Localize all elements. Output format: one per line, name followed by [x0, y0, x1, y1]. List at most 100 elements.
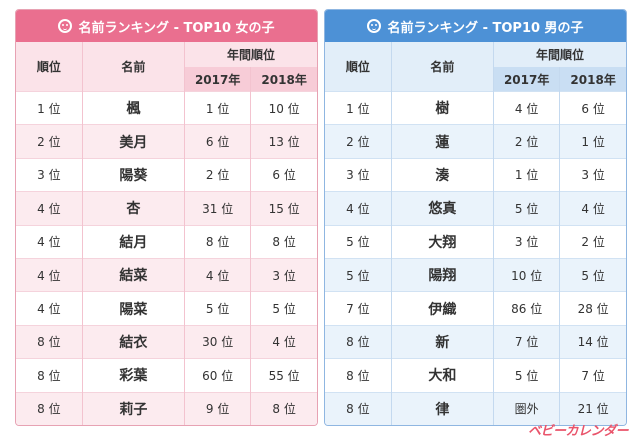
- year-2018-cell: 3 位: [250, 257, 317, 292]
- year-2017-cell: 10 位: [493, 257, 561, 292]
- girls-panel-header: 名前ランキング - TOP10 女の子: [16, 10, 317, 42]
- annual-rank-header: 年間順位: [184, 42, 317, 67]
- name-cell: 伊織: [391, 291, 495, 326]
- rank-cell: 5 位: [325, 224, 392, 259]
- year-2018-cell: 5 位: [559, 257, 626, 292]
- year-2018-cell: 55 位: [250, 358, 317, 393]
- rank-cell: 8 位: [16, 358, 83, 393]
- name-header: 名前: [391, 42, 495, 92]
- year-2017-cell: 1 位: [184, 90, 252, 125]
- name-cell: 湊: [391, 157, 495, 192]
- year-2018-header: 2018年: [559, 67, 626, 92]
- rank-cell: 1 位: [16, 90, 83, 125]
- year-2017-cell: 圏外: [493, 391, 561, 425]
- rank-cell: 4 位: [325, 191, 392, 226]
- name-cell: 彩葉: [82, 358, 186, 393]
- year-2018-cell: 28 位: [559, 291, 626, 326]
- boys-ranking-panel: 名前ランキング - TOP10 男の子 順位 名前 年間順位 2017年 201…: [324, 9, 627, 426]
- rank-cell: 8 位: [325, 358, 392, 393]
- year-2018-cell: 3 位: [559, 157, 626, 192]
- baby-face-icon: [58, 19, 73, 33]
- year-2017-cell: 2 位: [493, 124, 561, 159]
- name-cell: 結衣: [82, 324, 186, 359]
- boys-panel-header: 名前ランキング - TOP10 男の子: [325, 10, 626, 42]
- year-2018-cell: 6 位: [559, 90, 626, 125]
- year-2018-cell: 1 位: [559, 124, 626, 159]
- year-2018-cell: 2 位: [559, 224, 626, 259]
- baby-calendar-logo: ベビーカレンダー: [527, 424, 629, 439]
- year-2018-cell: 4 位: [250, 324, 317, 359]
- year-2017-cell: 6 位: [184, 124, 252, 159]
- name-cell: 陽菜: [82, 291, 186, 326]
- rank-cell: 4 位: [16, 224, 83, 259]
- table-row: 2 位美月 6 位 13 位: [16, 124, 317, 159]
- year-2018-header: 2018年: [250, 67, 317, 92]
- rank-cell: 5 位: [325, 257, 392, 292]
- year-2018-cell: 4 位: [559, 191, 626, 226]
- rank-cell: 4 位: [16, 191, 83, 226]
- girls-ranking-panel: 名前ランキング - TOP10 女の子 順位 名前 年間順位 2017年 201…: [15, 9, 318, 426]
- year-2017-cell: 9 位: [184, 391, 252, 425]
- year-2018-cell: 10 位: [250, 90, 317, 125]
- rank-cell: 1 位: [325, 90, 392, 125]
- year-2017-cell: 4 位: [184, 257, 252, 292]
- year-2018-cell: 6 位: [250, 157, 317, 192]
- name-header: 名前: [82, 42, 186, 92]
- boys-panel-title: 名前ランキング - TOP10 男の子: [387, 20, 584, 36]
- year-2017-cell: 4 位: [493, 90, 561, 125]
- name-cell: 律: [391, 391, 495, 425]
- rank-cell: 2 位: [325, 124, 392, 159]
- year-2017-cell: 5 位: [493, 358, 561, 393]
- table-row: 8 位彩葉 60 位 55 位: [16, 358, 317, 393]
- year-2017-cell: 5 位: [184, 291, 252, 326]
- rank-cell: 4 位: [16, 291, 83, 326]
- rank-cell: 8 位: [325, 391, 392, 425]
- rank-cell: 8 位: [16, 324, 83, 359]
- rank-cell: 7 位: [325, 291, 392, 326]
- name-cell: 陽葵: [82, 157, 186, 192]
- year-2017-cell: 3 位: [493, 224, 561, 259]
- name-cell: 蓮: [391, 124, 495, 159]
- rank-header: 順位: [16, 42, 83, 92]
- year-2017-cell: 31 位: [184, 191, 252, 226]
- name-cell: 大翔: [391, 224, 495, 259]
- name-cell: 新: [391, 324, 495, 359]
- year-2017-cell: 2 位: [184, 157, 252, 192]
- rank-cell: 8 位: [325, 324, 392, 359]
- name-cell: 莉子: [82, 391, 186, 425]
- rank-cell: 2 位: [16, 124, 83, 159]
- year-2017-cell: 60 位: [184, 358, 252, 393]
- baby-face-icon: [367, 19, 382, 33]
- name-cell: 悠真: [391, 191, 495, 226]
- name-cell: 結月: [82, 224, 186, 259]
- name-cell: 陽翔: [391, 257, 495, 292]
- table-row: 7 位伊織 86 位 28 位: [325, 291, 626, 326]
- year-2017-cell: 86 位: [493, 291, 561, 326]
- year-2017-cell: 1 位: [493, 157, 561, 192]
- year-2017-cell: 30 位: [184, 324, 252, 359]
- year-2018-cell: 13 位: [250, 124, 317, 159]
- name-cell: 楓: [82, 90, 186, 125]
- year-2017-header: 2017年: [184, 67, 252, 92]
- table-row: 4 位杏 31 位 15 位: [16, 191, 317, 226]
- year-2018-cell: 8 位: [250, 224, 317, 259]
- year-2018-cell: 14 位: [559, 324, 626, 359]
- table-row: 8 位律圏外 21 位: [325, 391, 626, 425]
- name-cell: 大和: [391, 358, 495, 393]
- name-cell: 杏: [82, 191, 186, 226]
